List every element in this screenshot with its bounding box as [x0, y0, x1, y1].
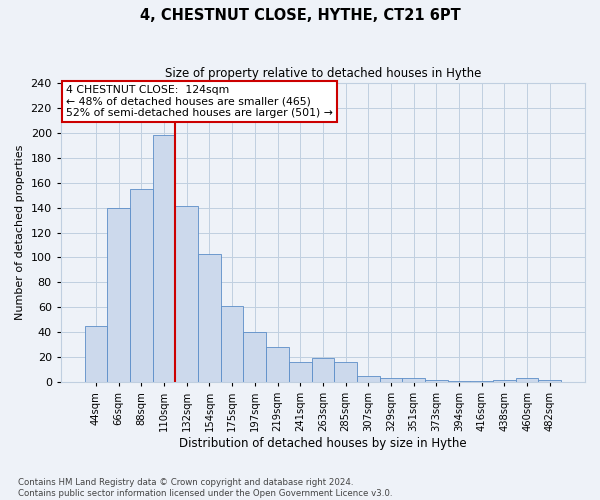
- Bar: [289, 362, 311, 382]
- Text: 4, CHESTNUT CLOSE, HYTHE, CT21 6PT: 4, CHESTNUT CLOSE, HYTHE, CT21 6PT: [140, 8, 460, 22]
- Bar: [516, 378, 538, 382]
- Y-axis label: Number of detached properties: Number of detached properties: [15, 145, 25, 320]
- Text: Contains HM Land Registry data © Crown copyright and database right 2024.
Contai: Contains HM Land Registry data © Crown c…: [18, 478, 392, 498]
- Bar: [493, 380, 516, 382]
- Bar: [153, 136, 175, 382]
- Title: Size of property relative to detached houses in Hythe: Size of property relative to detached ho…: [165, 68, 481, 80]
- Bar: [380, 378, 403, 382]
- Bar: [403, 378, 425, 382]
- Bar: [198, 254, 221, 382]
- Bar: [221, 306, 244, 382]
- Bar: [266, 347, 289, 382]
- Bar: [244, 332, 266, 382]
- Bar: [175, 206, 198, 382]
- Bar: [130, 189, 153, 382]
- Bar: [425, 380, 448, 382]
- Bar: [107, 208, 130, 382]
- X-axis label: Distribution of detached houses by size in Hythe: Distribution of detached houses by size …: [179, 437, 467, 450]
- Bar: [538, 380, 561, 382]
- Bar: [357, 376, 380, 382]
- Bar: [311, 358, 334, 382]
- Text: 4 CHESTNUT CLOSE:  124sqm
← 48% of detached houses are smaller (465)
52% of semi: 4 CHESTNUT CLOSE: 124sqm ← 48% of detach…: [66, 84, 333, 118]
- Bar: [334, 362, 357, 382]
- Bar: [470, 381, 493, 382]
- Bar: [448, 381, 470, 382]
- Bar: [85, 326, 107, 382]
